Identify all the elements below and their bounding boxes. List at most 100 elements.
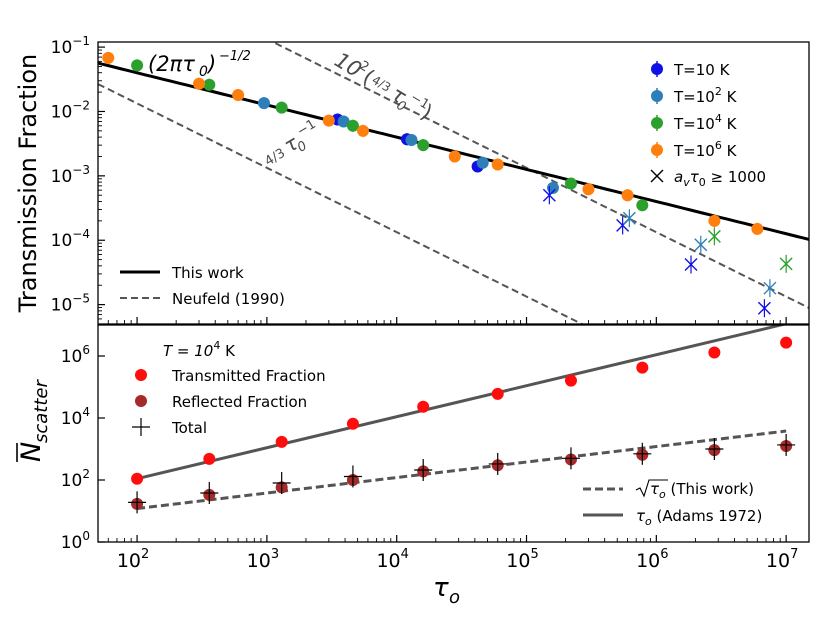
top-point-s3-9 [708,214,721,227]
legend-t1e6-marker [651,144,663,156]
xtick-exp-3: 5 [530,547,538,562]
top-point-s1-1 [337,115,350,128]
x-axis-title-main: τ [433,573,449,603]
legend-transmitted-marker [135,369,147,381]
transmitted-point-0 [131,472,144,485]
bottom-ytick-base-2: 10 [61,409,83,429]
bottom-ytick-exp-0: 0 [82,529,90,543]
legend-cross-label-zero: 0 [699,176,706,189]
top-point-s2-1 [203,78,216,91]
legend-sqrt-text: τo (This work) [650,480,754,501]
legend-transmitted-label: Transmitted Fraction [171,367,326,385]
bottom-ytick-label-3: 106 [61,343,90,367]
top-point-s3-3 [322,114,335,127]
top-point-s1-4 [547,181,560,194]
xtick-exp-4: 6 [660,547,668,562]
x-axis-title: τ o [433,573,460,608]
xtick-exp-5: 7 [790,547,798,562]
transmitted-point-8 [708,346,721,359]
anno-this-work-sub: 0 [199,64,208,80]
bottom-legend-fractions: T = 104 K Transmitted Fraction Reflected… [132,339,326,437]
bottom-ytick-label-2: 104 [61,405,90,429]
transmitted-point-1 [203,452,216,465]
top-ytick-base-3: 10 [51,231,73,251]
legend-sqrt-label: τo (This work) [635,479,754,501]
adams-line [136,325,787,481]
legend-adams-tail: (Adams 1972) [652,507,763,525]
anno-this-work-exp: −1/2 [219,49,251,64]
top-point-s3-8 [621,189,634,202]
top-point-s2-5 [564,177,577,190]
xtick-base-1: 10 [247,550,271,572]
bottom-temperature-exp: 4 [213,339,220,352]
transmitted-point-7 [636,361,649,374]
top-ytick-exp-2: −3 [72,163,90,177]
legend-t1e6-label-tail: K [722,142,738,160]
top-ytick-exp-0: −1 [72,34,90,48]
top-point-s1-2 [405,134,418,147]
xtick-label-1: 103 [247,547,279,572]
legend-cross-label-v: v [683,176,690,189]
top-point-s2-6 [636,199,649,212]
xtick-label-3: 105 [506,547,538,572]
top-ytick-base-2: 10 [51,167,73,187]
bottom-y-axis-title: N scatter [16,379,52,462]
legend-reflected-label: Reflected Fraction [172,393,307,411]
bottom-ytick-base-3: 10 [61,347,83,367]
neufeld-x100-line [270,42,809,309]
bottom-y-axis-title-sub: scatter [31,379,52,443]
top-legend-temperatures: T=10 K T=102 K T=104 K T=106 K avτ0 ≥ 10… [650,61,766,189]
top-ytick-label-4: 10−5 [51,292,90,316]
anno-this-work-close: ) [206,52,216,76]
transmitted-point-6 [564,374,577,387]
transmitted-point-9 [780,336,793,349]
xtick-base-2: 10 [376,550,400,572]
legend-t10-marker [651,63,663,75]
top-ytick-base-0: 10 [51,38,73,58]
xtick-label-0: 102 [117,547,149,572]
cross-point-b-7 [707,229,721,243]
legend-t1e6-label-sup: 6 [715,139,722,152]
top-point-s1-0 [257,97,270,110]
legend-sqrt-tail: (This work) [666,480,754,498]
top-point-s2-0 [131,59,144,72]
top-ytick-exp-4: −5 [72,292,90,306]
legend-t100-label: T=102 K [673,85,738,106]
top-point-s1-3 [476,156,489,169]
legend-cross-label: avτ0 ≥ 1000 [674,168,766,189]
xtick-base-5: 10 [766,550,790,572]
legend-this-work-label: This work [171,264,244,282]
legend-t1e6-label-base: T=10 [673,142,715,160]
top-data-points [102,51,793,318]
bottom-legend-lines: τo (This work) τo (Adams 1972) [583,479,763,528]
xtick-exp-2: 4 [401,547,409,562]
anno-neufeld-factor: 4/3 [262,146,288,170]
legend-t100-label-tail: K [722,88,738,106]
xtick-base-3: 10 [506,550,530,572]
bottom-temperature-tail: K [220,342,236,360]
legend-t100-label-base: T=10 [673,88,715,106]
xtick-exp-0: 2 [141,547,149,562]
legend-sqrt-tau: τ [650,480,660,498]
cross-point-b-8 [779,257,793,271]
top-ytick-base-1: 10 [51,102,73,122]
cross-point-b-4 [622,211,636,225]
top-point-s3-10 [751,222,764,235]
legend-total-marker [132,418,150,436]
top-ytick-exp-3: −4 [72,227,90,241]
cross-point-b-5 [694,238,708,252]
xtick-exp-1: 3 [271,547,279,562]
xtick-base-4: 10 [636,550,660,572]
legend-adams-sub: o [645,515,652,528]
legend-cross-label-tau: τ [690,168,700,186]
x-axis-title-sub: o [449,587,460,608]
legend-t1e4-label-tail: K [722,115,738,133]
legend-cross-stroke-b [650,169,664,183]
xtick-label-2: 104 [376,547,408,572]
legend-sqrt-sub: o [659,488,666,501]
top-point-s3-6 [491,158,504,171]
legend-reflected-marker [135,395,147,407]
top-ytick-label-2: 10−3 [51,163,90,187]
